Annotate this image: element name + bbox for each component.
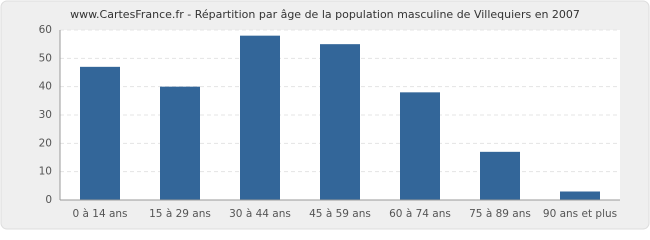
x-tick-label: 60 à 74 ans bbox=[389, 208, 451, 220]
bar bbox=[160, 86, 200, 200]
bar bbox=[400, 92, 440, 200]
x-tick-label: 45 à 59 ans bbox=[309, 208, 371, 220]
y-tick-label: 0 bbox=[45, 194, 52, 206]
chart: www.CartesFrance.fr - Répartition par âg… bbox=[0, 0, 650, 230]
x-tick-label: 30 à 44 ans bbox=[229, 208, 291, 220]
y-tick-label: 50 bbox=[39, 52, 52, 64]
y-tick-label: 10 bbox=[39, 166, 52, 178]
y-tick-label: 20 bbox=[39, 137, 52, 149]
x-tick-label: 90 ans et plus bbox=[543, 208, 617, 220]
x-tick-label: 15 à 29 ans bbox=[149, 208, 211, 220]
x-tick-label: 0 à 14 ans bbox=[72, 208, 127, 220]
bar bbox=[480, 151, 520, 200]
bar bbox=[240, 35, 280, 200]
y-tick-label: 40 bbox=[39, 81, 52, 93]
y-tick-label: 30 bbox=[39, 109, 52, 121]
chart-title: www.CartesFrance.fr - Répartition par âg… bbox=[70, 8, 580, 21]
x-tick-label: 75 à 89 ans bbox=[469, 208, 531, 220]
bar bbox=[80, 66, 120, 200]
y-tick-label: 60 bbox=[39, 24, 52, 36]
bar bbox=[320, 44, 360, 200]
bar bbox=[560, 191, 600, 200]
